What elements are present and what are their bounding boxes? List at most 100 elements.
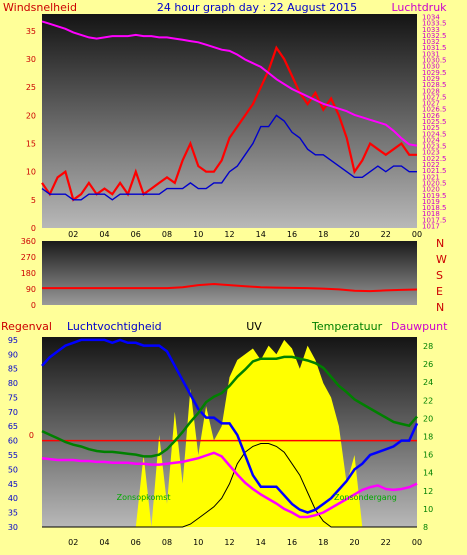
solar-line <box>42 443 417 528</box>
wind-y-axis: 0 5 10 15 20 25 30 35 <box>26 27 36 233</box>
pressure-y-tick-label: 1022.5 <box>422 155 447 163</box>
pressure-y-tick-label: 1029.5 <box>422 69 447 77</box>
wind-series <box>41 20 418 202</box>
pressure-y-tick-label: 1031.5 <box>422 44 447 52</box>
humidity-y-tick-label: 85 <box>8 365 18 374</box>
humidity-line <box>41 338 419 514</box>
x-tick-label: 20 <box>349 538 359 547</box>
direction-panel-background <box>42 241 417 305</box>
x-tick-label: 16 <box>287 230 297 239</box>
pressure-y-tick-label: 1019.5 <box>422 192 447 200</box>
x-tick-label: 06 <box>131 230 141 239</box>
pressure-y-tick-label: 1024.5 <box>422 130 447 138</box>
temperature-y-tick-label: 8 <box>423 523 428 532</box>
label-uv: UV <box>246 320 262 333</box>
x-tick-label: 22 <box>381 538 391 547</box>
humidity-y-tick-label: 50 <box>8 465 18 474</box>
humidity-y-tick-label: 70 <box>8 408 18 417</box>
x-tick-label: 22 <box>381 230 391 239</box>
direction-y-tick-label: 0 <box>31 301 36 310</box>
x-tick-label: 08 <box>162 230 172 239</box>
wind-x-axis: 02 04 06 08 10 12 14 16 18 20 22 00 <box>68 230 422 239</box>
label-regenval: Regenval <box>1 320 52 333</box>
wind-y-tick-label: 30 <box>26 55 36 64</box>
climate-series <box>41 338 419 528</box>
pressure-y-tick-label: 1018.5 <box>422 204 447 212</box>
temperature-y-tick-label: 14 <box>423 469 433 478</box>
sun-annotation: Zonsopkomst <box>117 493 171 502</box>
pressure-y-tick-label: 1017.5 <box>422 216 447 224</box>
wind-y-tick-label: 0 <box>31 224 36 233</box>
pressure-y-tick-label: 1032.5 <box>422 32 447 40</box>
temperature-y-tick-label: 16 <box>423 451 433 460</box>
pressure-y-tick-label: 1018 <box>422 210 440 218</box>
temperature-y-tick-label: 24 <box>423 378 433 387</box>
direction-series <box>42 282 418 293</box>
x-tick-label: 02 <box>68 538 78 547</box>
wind-y-tick-label: 25 <box>26 83 36 92</box>
humidity-y-tick-label: 30 <box>8 523 18 532</box>
label-luchtvochtigheid: Luchtvochtigheid <box>67 320 162 333</box>
x-tick-label: 06 <box>131 538 141 547</box>
pressure-y-tick-label: 1021 <box>422 173 440 181</box>
temperature-y-tick-label: 26 <box>423 360 433 369</box>
x-tick-label: 04 <box>99 230 109 239</box>
temperature-y-axis: 8 10 12 14 16 18 20 22 24 26 28 <box>423 342 433 532</box>
direction-y-tick-label: 270 <box>21 253 36 262</box>
uv-series <box>42 339 417 527</box>
x-tick-label: 20 <box>349 230 359 239</box>
compass-label: W <box>436 253 447 266</box>
x-tick-label: 00 <box>412 538 422 547</box>
direction-y-tick-label: 90 <box>26 285 36 294</box>
pressure-line <box>41 20 418 147</box>
direction-y-axis: 0 90 180 270 360 <box>21 237 36 310</box>
humidity-y-tick-label: 60 <box>8 437 18 446</box>
x-tick-label: 10 <box>193 230 203 239</box>
pressure-y-tick-label: 1017 <box>422 223 440 231</box>
label-dauwpunt: Dauwpunt <box>391 320 448 333</box>
pressure-y-tick-label: 1028.5 <box>422 81 447 89</box>
pressure-y-tick-label: 1028 <box>422 87 440 95</box>
x-tick-label: 14 <box>256 230 266 239</box>
x-tick-label: 14 <box>256 538 266 547</box>
humidity-y-tick-label: 40 <box>8 494 18 503</box>
humidity-y-tick-label: 65 <box>8 422 18 431</box>
wind-y-tick-label: 5 <box>31 196 36 205</box>
pressure-y-tick-label: 1027 <box>422 100 440 108</box>
pressure-y-tick-label: 1032 <box>422 38 440 46</box>
compass-label: S <box>436 269 443 282</box>
rain-total-label: 0 <box>29 431 34 440</box>
wind-y-tick-label: 10 <box>26 168 36 177</box>
humidity-y-tick-label: 80 <box>8 379 18 388</box>
climate-panel: 30 35 40 45 50 55 60 65 70 75 80 85 90 95 8 10 12 14 16 18… <box>8 336 433 547</box>
pressure-y-tick-label: 1020.5 <box>422 179 447 187</box>
pressure-y-tick-label: 1021.5 <box>422 167 447 175</box>
temperature-y-tick-label: 10 <box>423 505 433 514</box>
pressure-y-tick-label: 1019 <box>422 198 440 206</box>
x-tick-label: 16 <box>287 538 297 547</box>
temperature-y-tick-label: 22 <box>423 396 433 405</box>
title-luchtdruk: Luchtdruk <box>391 1 447 14</box>
pressure-y-tick-label: 1027.5 <box>422 93 447 101</box>
temperature-line <box>41 355 418 458</box>
humidity-y-tick-label: 90 <box>8 350 18 359</box>
pressure-y-axis: 10171017.510181018.510191019.510201020.5… <box>422 13 447 230</box>
humidity-y-tick-label: 55 <box>8 451 18 460</box>
pressure-y-tick-label: 1024 <box>422 136 440 144</box>
pressure-y-tick-label: 1023.5 <box>422 143 447 151</box>
label-temperatuur: Temperatuur <box>311 320 383 333</box>
wind-y-tick-label: 20 <box>26 111 36 120</box>
temperature-y-tick-label: 18 <box>423 433 433 442</box>
humidity-y-tick-label: 35 <box>8 509 18 518</box>
compass-label: N <box>436 301 444 314</box>
sun-annotations: Zonsopkomst Zonsondergang <box>117 493 397 502</box>
x-tick-label: 18 <box>318 230 328 239</box>
climate-x-axis: 02 04 06 08 10 12 14 16 18 20 22 00 <box>68 538 422 547</box>
uv-area <box>42 339 417 527</box>
pressure-y-tick-label: 1030.5 <box>422 57 447 65</box>
pressure-y-tick-label: 1026 <box>422 112 440 120</box>
